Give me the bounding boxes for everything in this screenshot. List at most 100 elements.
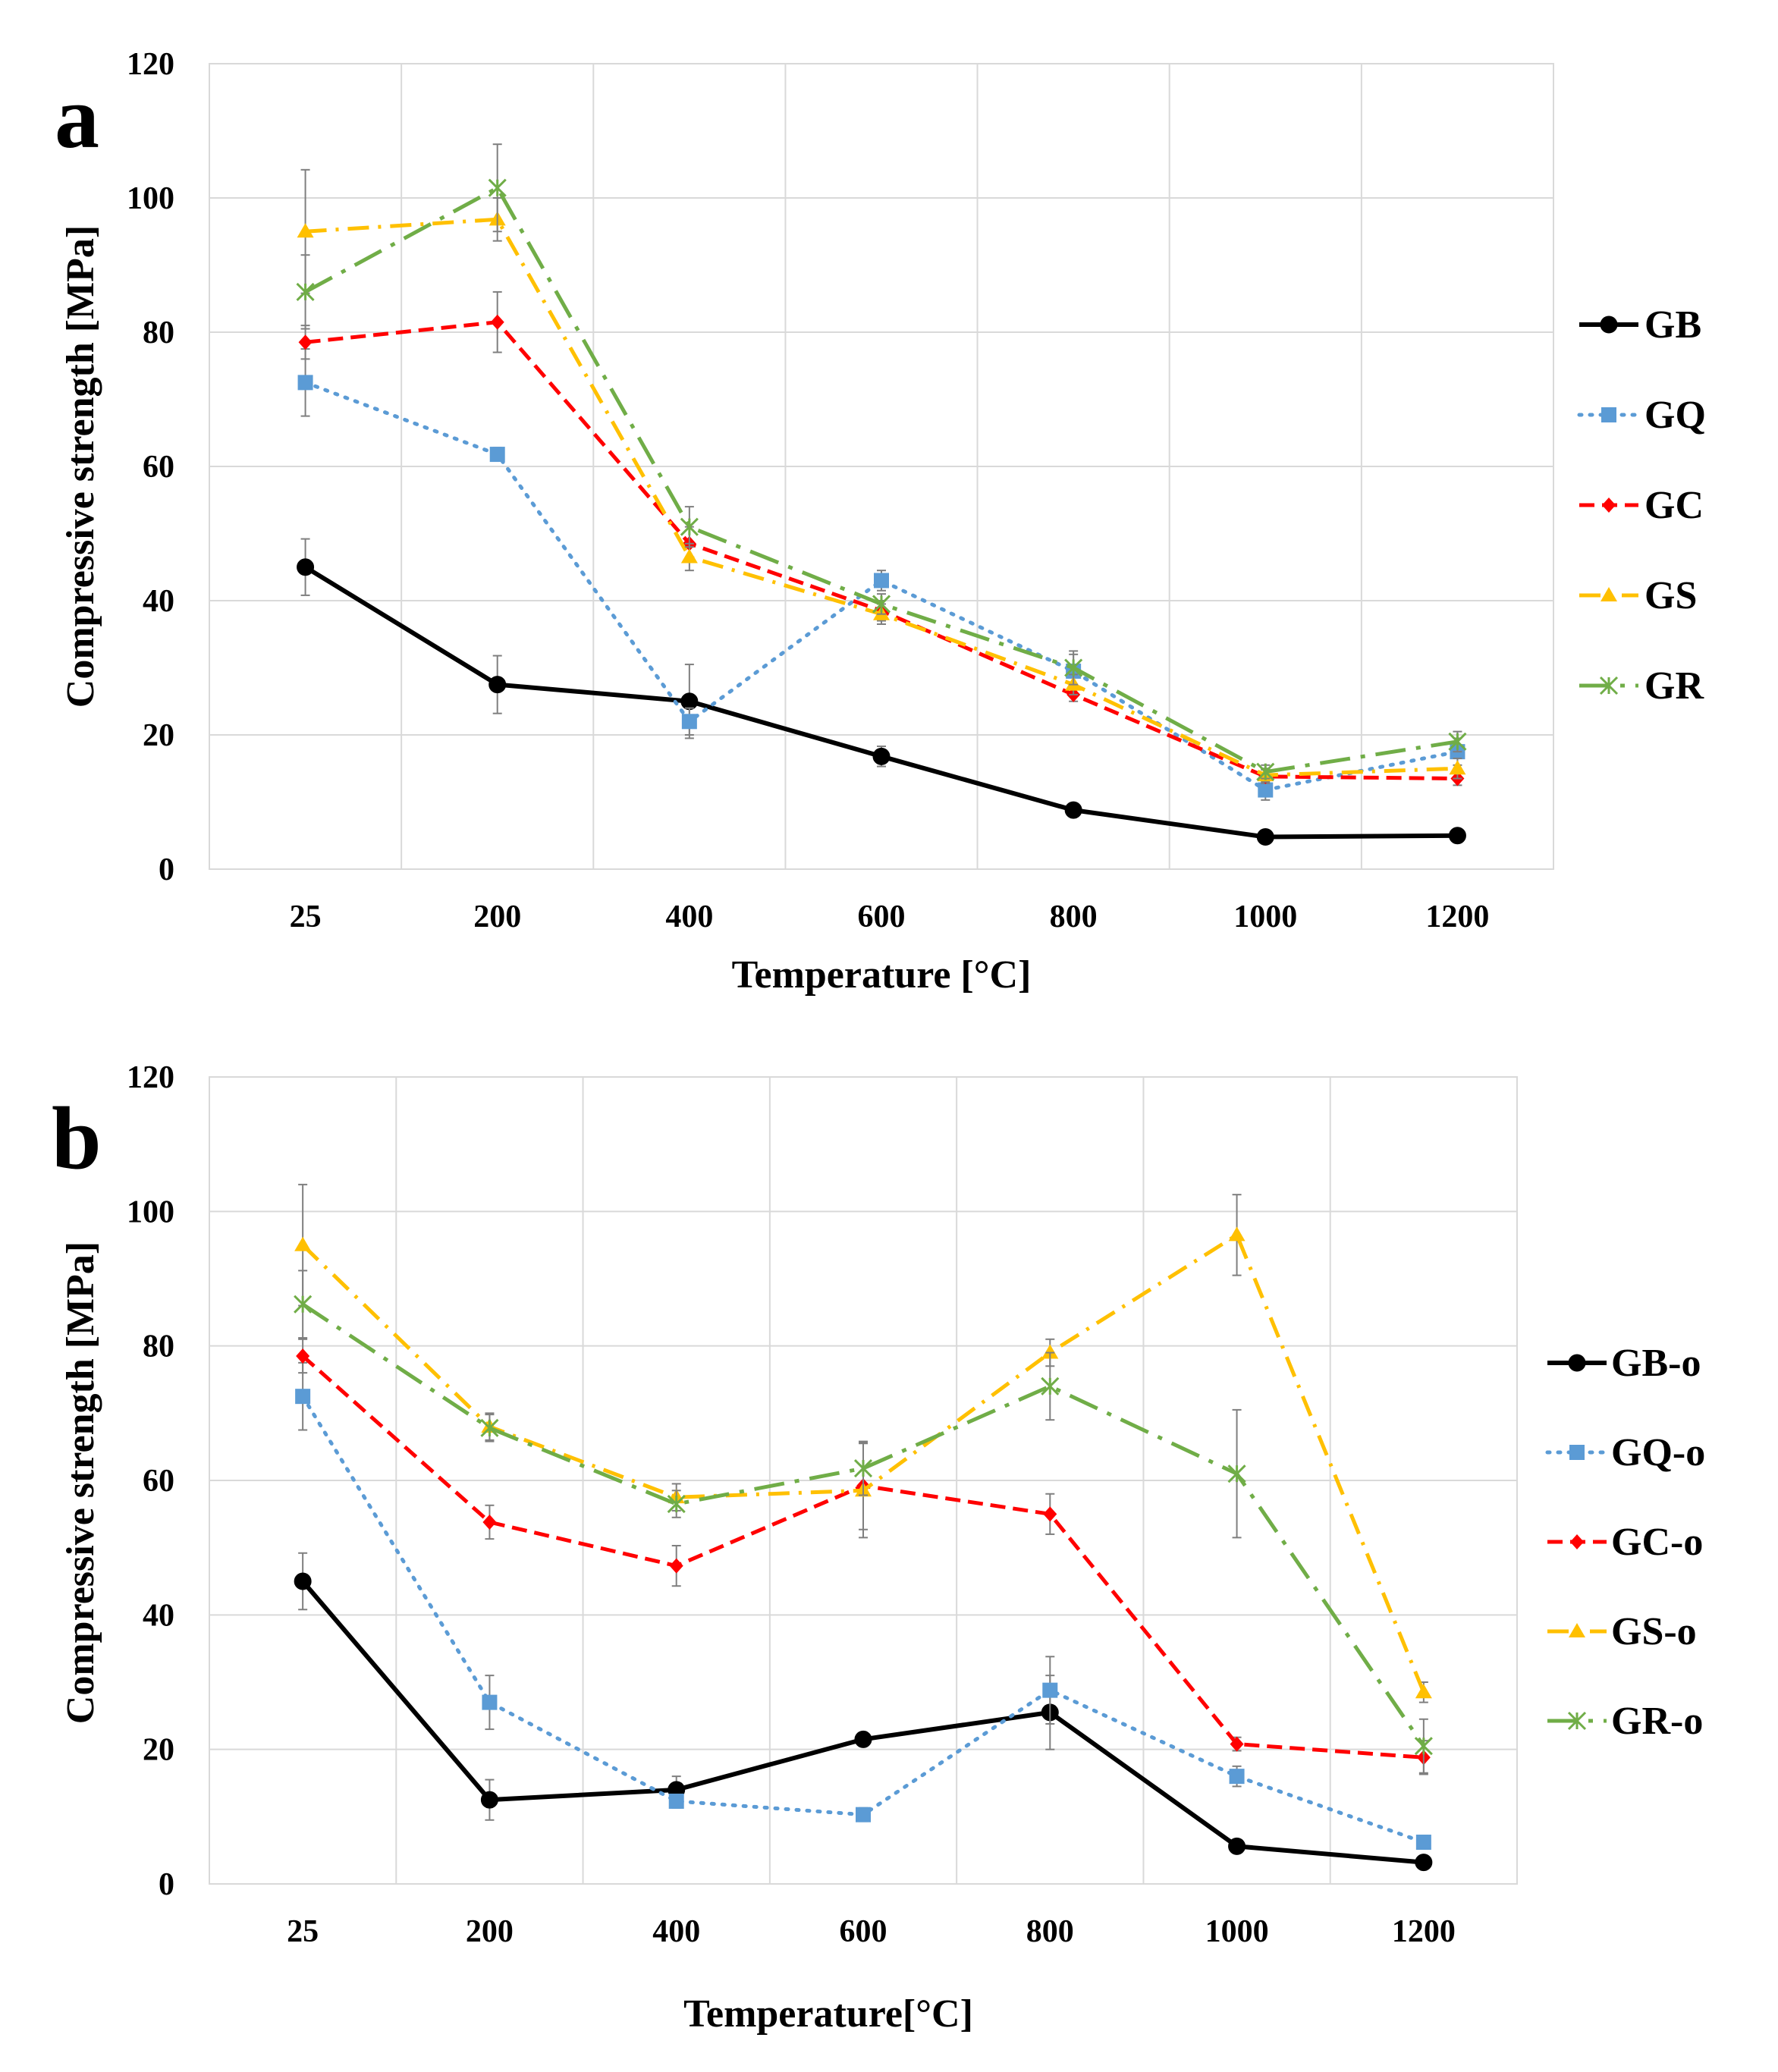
legend-marker — [1601, 407, 1616, 422]
x-tick-label: 800 — [1026, 1914, 1074, 1949]
legend-label: GR — [1644, 664, 1704, 708]
data-point — [668, 1793, 684, 1809]
legend-label: GC — [1644, 484, 1704, 527]
data-point — [1415, 1835, 1431, 1851]
legend-label: GQ-o — [1611, 1431, 1705, 1474]
data-point — [667, 1494, 686, 1514]
data-point — [1414, 1737, 1433, 1756]
legend-item: GS — [1579, 574, 1697, 617]
legend-marker — [1569, 1445, 1585, 1460]
x-tick-label: 1000 — [1233, 899, 1297, 934]
y-tick-label: 0 — [159, 852, 174, 887]
legend-label: GB — [1644, 303, 1701, 347]
y-tick-label: 0 — [159, 1867, 174, 1902]
x-tick-label: 25 — [287, 1914, 319, 1949]
y-tick-label: 40 — [143, 1598, 174, 1633]
x-tick-label: 25 — [290, 899, 322, 934]
data-point — [1256, 828, 1274, 846]
data-point — [297, 375, 313, 391]
data-point — [1448, 732, 1467, 751]
x-tick-label: 600 — [840, 1914, 887, 1949]
data-point — [489, 447, 505, 463]
series-GR-o — [294, 1270, 1433, 1774]
y-tick-label: 20 — [143, 1733, 174, 1768]
y-tick-label: 80 — [143, 1330, 174, 1364]
x-tick-label: 1000 — [1205, 1914, 1269, 1949]
data-point — [482, 1694, 498, 1710]
data-point — [872, 747, 891, 765]
data-point — [1064, 658, 1083, 677]
legend-item: GS-o — [1547, 1610, 1697, 1653]
data-point — [1415, 1854, 1433, 1872]
data-point — [874, 573, 889, 589]
data-point — [1228, 1837, 1246, 1855]
y-tick-label: 40 — [143, 584, 174, 619]
x-tick-label: 800 — [1050, 899, 1098, 934]
series-GR — [296, 143, 1467, 781]
legend-label: GC-o — [1611, 1521, 1703, 1564]
data-point — [1042, 1682, 1058, 1698]
x-tick-label: 200 — [473, 899, 521, 934]
legend-label: GQ — [1644, 394, 1706, 437]
y-tick-label: 120 — [127, 1060, 174, 1095]
data-point — [680, 517, 699, 536]
data-point — [872, 595, 891, 614]
data-point — [853, 1458, 873, 1478]
legend-label: GS — [1644, 574, 1697, 617]
data-point — [1064, 801, 1082, 819]
data-point — [681, 714, 697, 730]
y-tick-label: 100 — [127, 1195, 174, 1229]
x-tick-label: 400 — [652, 1914, 700, 1949]
data-point — [480, 1791, 498, 1809]
series-line — [305, 320, 1458, 781]
data-point — [854, 1730, 872, 1748]
data-point — [1228, 1226, 1246, 1242]
series-GQ — [297, 348, 1465, 801]
legend-marker — [1602, 498, 1616, 513]
series-GB-o — [294, 1552, 1433, 1872]
x-tick-label: 1200 — [1425, 899, 1489, 934]
data-point — [1230, 1736, 1244, 1752]
x-tick-label: 1200 — [1392, 1914, 1456, 1949]
data-point — [1415, 1684, 1432, 1699]
series-GB — [297, 538, 1466, 846]
legend-item: GC-o — [1547, 1521, 1703, 1564]
series-line — [305, 217, 1458, 777]
data-point — [488, 178, 507, 197]
data-point — [669, 1558, 683, 1574]
data-point — [294, 1295, 313, 1314]
y-tick-label: 60 — [143, 1464, 174, 1499]
data-point — [1229, 1769, 1245, 1785]
data-point — [295, 1389, 311, 1405]
series-GQ-o — [295, 1361, 1431, 1851]
legend-item: GB-o — [1547, 1342, 1701, 1385]
legend-item: GQ — [1577, 394, 1706, 437]
data-point — [856, 1807, 871, 1822]
data-point — [296, 282, 315, 301]
y-axis-title: Compressive strength [MPa] — [59, 225, 102, 708]
panel-a: 0 20 40 60 80 100 120 25 200 400 600 800 1000 1200 Tem… — [55, 47, 1706, 997]
panel-b: 0 20 40 60 80 100 120 25 200 400 600 800 1000 1200 Tem… — [52, 1060, 1705, 2036]
legend-item: GB — [1579, 303, 1701, 347]
x-tick-label: 600 — [858, 899, 906, 934]
data-point — [296, 1348, 310, 1364]
y-tick-label: 120 — [127, 47, 174, 82]
data-point — [297, 558, 315, 576]
legend-marker — [1568, 1354, 1586, 1372]
data-point — [1043, 1506, 1057, 1522]
panel-letter: b — [52, 1088, 102, 1188]
legend-item: GR — [1579, 664, 1704, 708]
legend-item: GC — [1579, 484, 1704, 527]
x-axis-title: Temperature[°C] — [683, 1992, 973, 2036]
data-point — [488, 676, 507, 694]
series-line — [304, 186, 1458, 774]
data-point — [1041, 1344, 1059, 1359]
data-point — [294, 1236, 312, 1251]
data-point — [490, 314, 504, 330]
data-point — [482, 1514, 497, 1530]
legend-item: GR-o — [1547, 1700, 1703, 1743]
legend-marker — [1567, 1711, 1587, 1731]
x-tick-label: 200 — [466, 1914, 514, 1949]
series-line — [301, 1355, 1425, 1760]
